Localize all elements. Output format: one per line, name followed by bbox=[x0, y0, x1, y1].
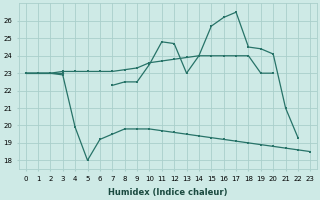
X-axis label: Humidex (Indice chaleur): Humidex (Indice chaleur) bbox=[108, 188, 228, 197]
